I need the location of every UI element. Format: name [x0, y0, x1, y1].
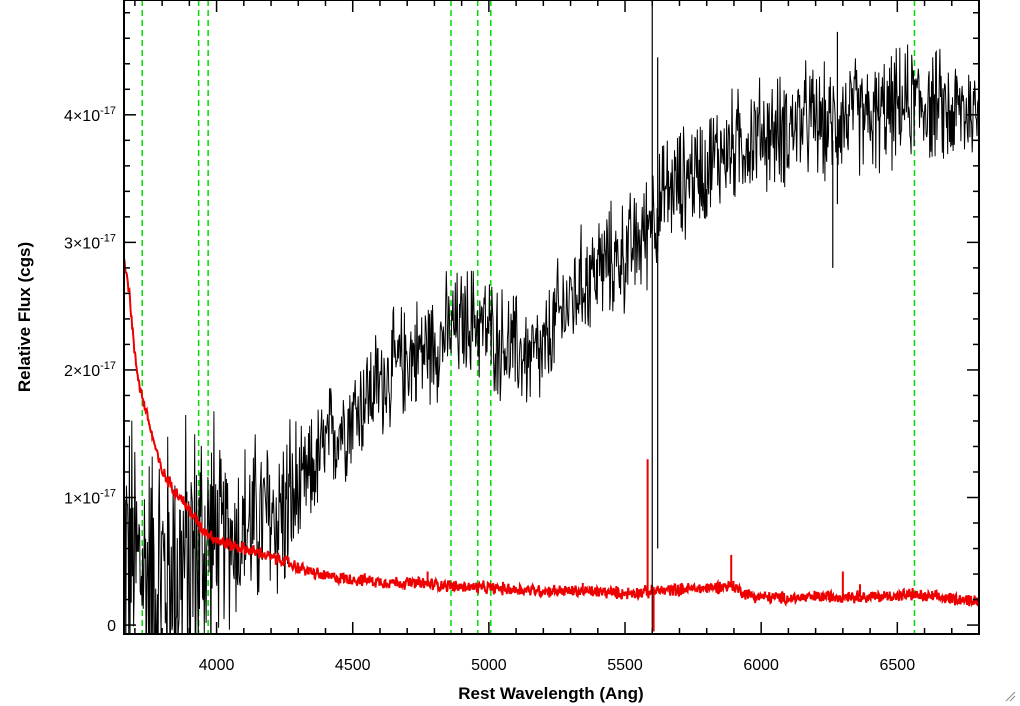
y-tick-label: 3×10-17: [64, 232, 116, 252]
y-tick-label: 2×10-17: [64, 360, 116, 380]
spectrum-line-black: [124, 44, 979, 634]
x-tick-label: 5500: [607, 657, 643, 674]
x-tick-label: 5000: [471, 657, 507, 674]
resize-grip-icon[interactable]: [1004, 690, 1016, 702]
spectrum-line-red: [124, 258, 979, 608]
spectrum-series: [124, 0, 979, 634]
x-tick-label: 4500: [335, 657, 371, 674]
y-tick-label: 4×10-17: [64, 105, 116, 125]
x-tick-label: 6500: [880, 657, 916, 674]
y-tick-label: 0: [107, 618, 116, 635]
plot-frame: [123, 0, 980, 635]
x-tick-label: 4000: [199, 657, 235, 674]
y-axis-title: Relative Flux (cgs): [15, 242, 34, 392]
x-tick-label: 6000: [743, 657, 779, 674]
y-axis-ticks: 0 1×10-17 2×10-17 3×10-17 4×10-17: [64, 12, 979, 635]
x-axis-ticks: 4000 4500 5000 5500 6000 6500: [134, 0, 980, 674]
y-tick-label: 1×10-17: [64, 488, 116, 508]
x-axis-title: Rest Wavelength (Ang): [458, 684, 643, 703]
